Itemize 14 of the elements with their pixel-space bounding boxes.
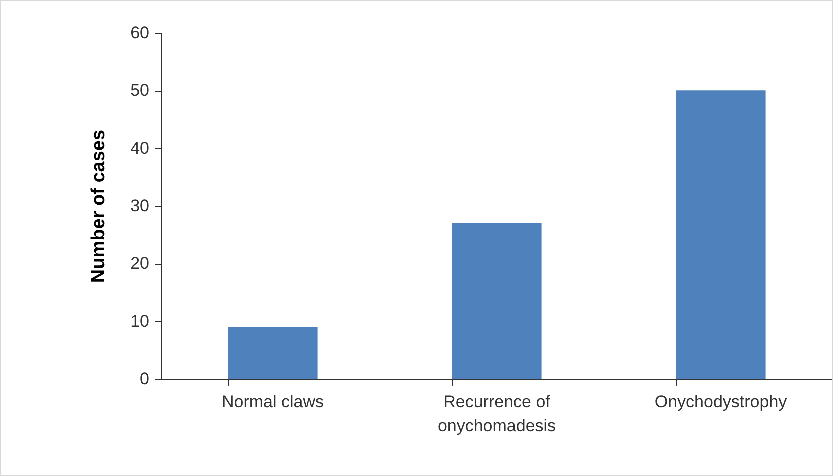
y-tick-label: 30 [130,196,150,216]
x-tick-label: Recurrence of onychomadesis [438,392,556,436]
y-tick-label: 20 [130,254,150,274]
y-tick-label: 60 [130,24,150,42]
bar [228,327,318,379]
x-tick-label: Normal claws [222,392,324,412]
y-tick-label: 0 [140,370,150,388]
y-axis-title: Number of cases [88,130,110,284]
x-tick-label: Onychodystrophy [654,392,788,412]
bar [452,223,542,379]
bar [676,90,766,379]
y-tick-label: 10 [130,312,150,331]
y-tick-label: 40 [130,138,150,158]
y-tick-label: 50 [130,81,150,100]
